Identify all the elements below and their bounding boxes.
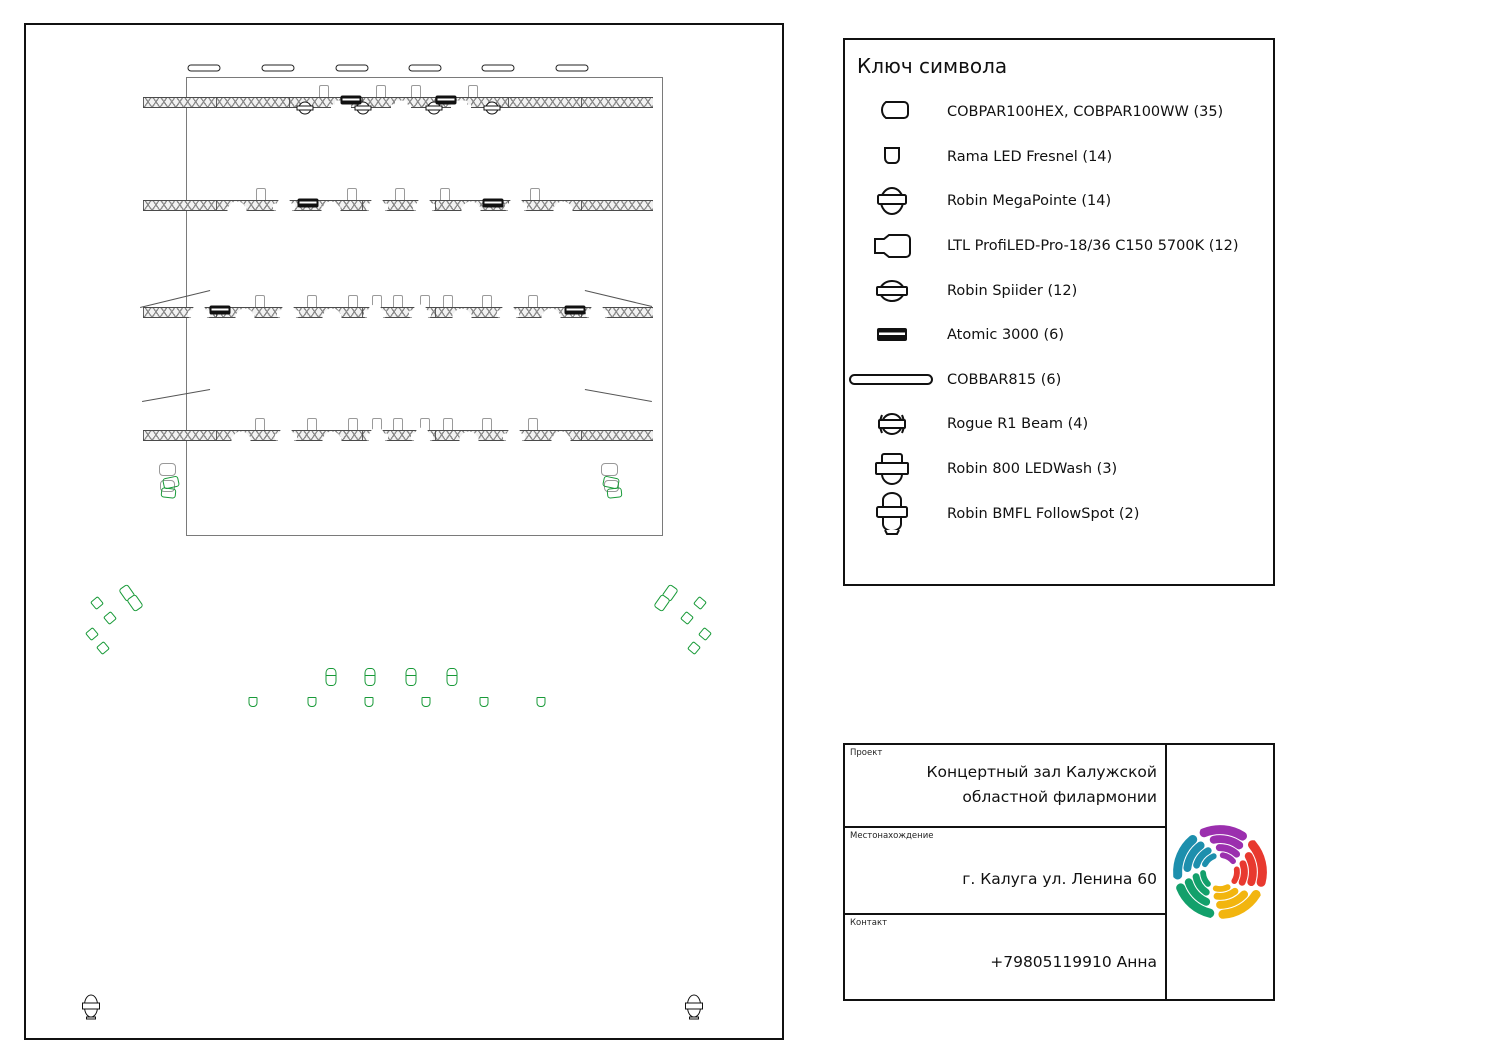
contact-label: Контакт xyxy=(850,918,888,928)
title-block: Проект Концертный зал Калужской областно… xyxy=(843,743,1275,1001)
symbol-key-rows: COBPAR100HEX, COBPAR100WW (35) Rama LED F… xyxy=(845,90,1273,536)
spiider-icon xyxy=(845,269,939,313)
rogue-icon xyxy=(845,402,939,446)
fresnel-icon xyxy=(845,135,939,179)
legend-item-label: Robin MegaPointe (14) xyxy=(947,193,1112,210)
legend-item: Robin Spiider (12) xyxy=(845,268,1273,313)
megapointe-icon xyxy=(845,179,939,223)
cobpar-icon xyxy=(845,90,939,134)
project-label: Проект xyxy=(850,748,883,758)
legend-item: Rama LED Fresnel (14) xyxy=(845,135,1273,180)
legend-item: Robin BMFL FollowSpot (2) xyxy=(845,491,1273,536)
project-value: Концертный зал Калужской областной филар… xyxy=(926,763,1157,806)
legend-item: LTL ProfiLED-Pro-18/36 C150 5700K (12) xyxy=(845,224,1273,269)
drawing-frame xyxy=(24,23,784,1040)
contact-row: Контакт +79805119910 Анна xyxy=(845,915,1165,999)
legend-item-label: LTL ProfiLED-Pro-18/36 C150 5700K (12) xyxy=(947,238,1239,255)
location-value: г. Калуга ул. Ленина 60 xyxy=(962,870,1157,888)
legend-item-label: Robin BMFL FollowSpot (2) xyxy=(947,505,1140,522)
legend-item: COBPAR100HEX, COBPAR100WW (35) xyxy=(845,90,1273,135)
legend-item: Robin 800 LEDWash (3) xyxy=(845,447,1273,492)
company-logo xyxy=(1167,745,1273,999)
stage-outline xyxy=(186,77,663,536)
ledwash-icon xyxy=(845,447,939,491)
title-block-fields: Проект Концертный зал Калужской областно… xyxy=(845,745,1167,999)
profile-icon xyxy=(845,224,939,268)
legend-item: COBBAR815 (6) xyxy=(845,358,1273,403)
legend-item-label: Rogue R1 Beam (4) xyxy=(947,416,1089,433)
contact-value: +79805119910 Анна xyxy=(990,953,1157,971)
symbol-key-title: Ключ символа xyxy=(857,54,1008,78)
legend-item-label: COBPAR100HEX, COBPAR100WW (35) xyxy=(947,104,1224,121)
legend-item: Atomic 3000 (6) xyxy=(845,313,1273,358)
legend-item: Rogue R1 Beam (4) xyxy=(845,402,1273,447)
legend-item: Robin MegaPointe (14) xyxy=(845,179,1273,224)
cobbar-icon xyxy=(845,358,939,402)
legend-item-label: Atomic 3000 (6) xyxy=(947,327,1065,344)
legend-item-label: Robin Spiider (12) xyxy=(947,282,1078,299)
legend-item-label: Robin 800 LEDWash (3) xyxy=(947,461,1118,478)
location-row: Местонахождение г. Калуга ул. Ленина 60 xyxy=(845,828,1165,915)
legend-item-label: Rama LED Fresnel (14) xyxy=(947,148,1113,165)
symbol-key-panel: Ключ символа COBPAR100HEX, COBPAR100WW (… xyxy=(843,38,1275,586)
location-label: Местонахождение xyxy=(850,831,934,841)
logo-swirl-icon xyxy=(1173,825,1267,919)
legend-item-label: COBBAR815 (6) xyxy=(947,371,1062,388)
project-row: Проект Концертный зал Калужской областно… xyxy=(845,745,1165,828)
atomic-icon xyxy=(845,313,939,357)
followspot-icon xyxy=(845,491,939,536)
